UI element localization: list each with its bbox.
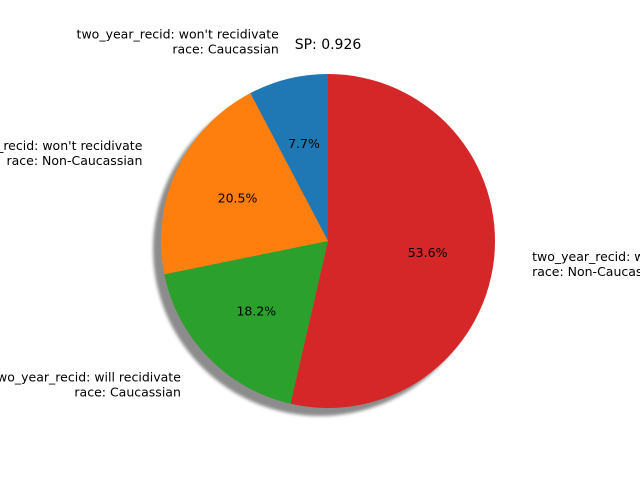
pie-slice-0-label-line-0: two_year_recid: won't recidivate bbox=[77, 27, 280, 42]
pie-slice-1-label-line-0: two_year_recid: won't recidivate bbox=[0, 138, 143, 153]
pie-slice-3-label-line-1: race: Non-Caucassian bbox=[532, 264, 640, 279]
pie-slice-0-label-line-1: race: Caucassian bbox=[172, 42, 278, 57]
pie-slice-1-label-line-1: race: Non-Caucassian bbox=[6, 153, 142, 168]
chart-title: SP: 0.926 bbox=[295, 37, 362, 53]
pie-slice-0 bbox=[250, 74, 328, 241]
percent-labels: 7.7% 20.5% 18.2% 53.6% bbox=[218, 136, 448, 318]
pie-slice-1 bbox=[160, 93, 328, 275]
pie-slices bbox=[160, 74, 495, 408]
pie-slice-3-label-line-0: two_year_recid: will recidivate bbox=[532, 249, 640, 264]
pie-slice-2-percent-label: 18.2% bbox=[236, 304, 276, 319]
pie-slice-3 bbox=[290, 74, 495, 408]
slice-labels: two_year_recid: won't recidivate race: Ca… bbox=[0, 27, 640, 400]
pie-slice-2 bbox=[164, 241, 328, 404]
pie-slice-1-percent-label: 20.5% bbox=[218, 191, 258, 206]
pie-slice-2-label: two_year_recid: will recidivate race: Cau… bbox=[0, 369, 181, 399]
pie-slice-0-percent-label: 7.7% bbox=[288, 136, 320, 151]
pie-slice-0-label: two_year_recid: won't recidivate race: Ca… bbox=[77, 27, 280, 57]
pie-slice-2-label-line-1: race: Caucassian bbox=[74, 384, 180, 399]
pie-slice-3-percent-label: 53.6% bbox=[408, 245, 448, 260]
pie-slice-2-label-line-0: two_year_recid: will recidivate bbox=[0, 369, 181, 384]
